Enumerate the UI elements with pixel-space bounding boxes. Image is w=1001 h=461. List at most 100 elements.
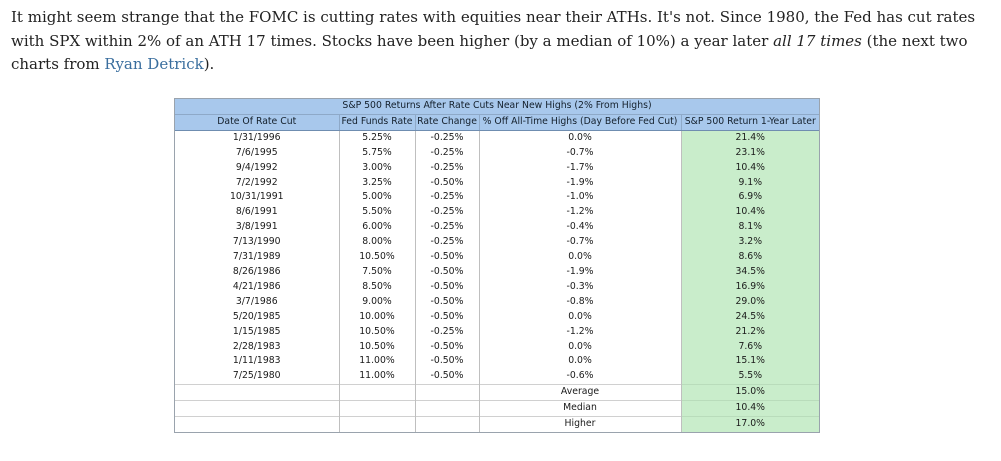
cell-rate-change: -0.50% bbox=[415, 354, 480, 370]
empty-cell bbox=[339, 384, 416, 401]
cell-rate-change: -0.25% bbox=[415, 324, 480, 340]
cell-pct-off-ath: 0.0% bbox=[479, 354, 682, 370]
cell-return: 23.1% bbox=[681, 145, 820, 161]
cell-return: 29.0% bbox=[681, 294, 820, 310]
cell-pct-off-ath: -0.7% bbox=[479, 235, 682, 251]
intro-text-2: (the next two charts from bbox=[11, 31, 968, 74]
cell-rate-change: -0.50% bbox=[415, 250, 480, 265]
cell-date: 7/13/1990 bbox=[175, 235, 340, 251]
empty-cell bbox=[415, 400, 480, 417]
table-row: 1/15/1985 10.50% -0.25% -1.2% 21.2% bbox=[175, 324, 820, 340]
cell-date: 1/31/1996 bbox=[175, 130, 340, 146]
cell-rate-change: -0.50% bbox=[415, 175, 480, 191]
cell-return: 15.1% bbox=[681, 354, 820, 370]
table-row: 2/28/1983 10.50% -0.50% 0.0% 7.6% bbox=[175, 339, 820, 355]
summary-average-row: Average 15.0% bbox=[175, 384, 820, 401]
cell-rate-change: -0.50% bbox=[415, 264, 480, 280]
cell-date: 2/28/1983 bbox=[175, 339, 340, 355]
empty-cell bbox=[175, 400, 340, 417]
table-row: 8/6/1991 5.50% -0.25% -1.2% 10.4% bbox=[175, 205, 820, 221]
cell-pct-off-ath: -1.9% bbox=[479, 175, 682, 191]
intro-paragraph: It might seem strange that the FOMC is c… bbox=[11, 6, 996, 77]
cell-date: 3/7/1986 bbox=[175, 294, 340, 310]
header-pct-off-ath: % Off All-Time Highs (Day Before Fed Cut… bbox=[479, 114, 682, 131]
cell-pct-off-ath: -1.2% bbox=[479, 205, 682, 221]
cell-date: 8/26/1986 bbox=[175, 264, 340, 280]
intro-text-3: ). bbox=[203, 55, 215, 73]
table-row: 1/11/1983 11.00% -0.50% 0.0% 15.1% bbox=[175, 354, 820, 370]
cell-fed-funds-rate: 8.50% bbox=[339, 279, 416, 295]
empty-cell bbox=[339, 416, 416, 432]
cell-pct-off-ath: -1.0% bbox=[479, 190, 682, 206]
table-row: 3/7/1986 9.00% -0.50% -0.8% 29.0% bbox=[175, 294, 820, 310]
table-title: S&P 500 Returns After Rate Cuts Near New… bbox=[175, 99, 820, 115]
cell-pct-off-ath: 0.0% bbox=[479, 250, 682, 265]
cell-pct-off-ath: -1.2% bbox=[479, 324, 682, 340]
header-sp500-return: S&P 500 Return 1-Year Later bbox=[681, 114, 820, 131]
cell-date: 1/11/1983 bbox=[175, 354, 340, 370]
summary-value: 15.0% bbox=[681, 384, 820, 401]
cell-return: 6.9% bbox=[681, 190, 820, 206]
cell-return: 16.9% bbox=[681, 279, 820, 295]
cell-return: 10.4% bbox=[681, 205, 820, 221]
table-row: 7/13/1990 8.00% -0.25% -0.7% 3.2% bbox=[175, 235, 820, 251]
cell-fed-funds-rate: 3.25% bbox=[339, 175, 416, 191]
cell-rate-change: -0.50% bbox=[415, 369, 480, 385]
summary-median-row: Median 10.4% bbox=[175, 400, 820, 417]
cell-return: 8.6% bbox=[681, 250, 820, 265]
cell-return: 8.1% bbox=[681, 220, 820, 236]
table-row: 4/21/1986 8.50% -0.50% -0.3% 16.9% bbox=[175, 279, 820, 295]
table-row: 7/6/1995 5.75% -0.25% -0.7% 23.1% bbox=[175, 145, 820, 161]
ryan-detrick-link[interactable]: Ryan Detrick bbox=[104, 55, 204, 73]
cell-fed-funds-rate: 5.50% bbox=[339, 205, 416, 221]
cell-pct-off-ath: -0.4% bbox=[479, 220, 682, 236]
cell-fed-funds-rate: 9.00% bbox=[339, 294, 416, 310]
cell-fed-funds-rate: 6.00% bbox=[339, 220, 416, 236]
cell-date: 5/20/1985 bbox=[175, 309, 340, 325]
cell-rate-change: -0.25% bbox=[415, 220, 480, 236]
cell-return: 24.5% bbox=[681, 309, 820, 325]
cell-date: 1/15/1985 bbox=[175, 324, 340, 340]
cell-return: 34.5% bbox=[681, 264, 820, 280]
intro-text-1: It might seem strange that the FOMC is c… bbox=[11, 8, 976, 50]
cell-date: 4/21/1986 bbox=[175, 279, 340, 295]
cell-fed-funds-rate: 5.00% bbox=[339, 190, 416, 206]
cell-rate-change: -0.25% bbox=[415, 190, 480, 206]
table-row: 1/31/1996 5.25% -0.25% 0.0% 21.4% bbox=[175, 130, 820, 146]
cell-pct-off-ath: -1.7% bbox=[479, 160, 682, 176]
cell-rate-change: -0.50% bbox=[415, 339, 480, 355]
cell-date: 7/25/1980 bbox=[175, 369, 340, 385]
cell-date: 7/31/1989 bbox=[175, 250, 340, 265]
cell-rate-change: -0.50% bbox=[415, 294, 480, 310]
cell-date: 7/6/1995 bbox=[175, 145, 340, 161]
rate-cut-returns-table: S&P 500 Returns After Rate Cuts Near New… bbox=[175, 99, 820, 432]
table-row: 10/31/1991 5.00% -0.25% -1.0% 6.9% bbox=[175, 190, 820, 206]
table-row: 8/26/1986 7.50% -0.50% -1.9% 34.5% bbox=[175, 264, 820, 280]
cell-fed-funds-rate: 10.50% bbox=[339, 339, 416, 355]
summary-label: Average bbox=[479, 384, 682, 401]
header-fed-funds-rate: Fed Funds Rate bbox=[339, 114, 416, 131]
cell-pct-off-ath: -0.6% bbox=[479, 369, 682, 385]
cell-fed-funds-rate: 11.00% bbox=[339, 354, 416, 370]
cell-pct-off-ath: -0.8% bbox=[479, 294, 682, 310]
cell-rate-change: -0.50% bbox=[415, 279, 480, 295]
empty-cell bbox=[175, 384, 340, 401]
cell-pct-off-ath: 0.0% bbox=[479, 130, 682, 146]
cell-return: 21.4% bbox=[681, 130, 820, 146]
cell-rate-change: -0.25% bbox=[415, 235, 480, 251]
table-row: 7/2/1992 3.25% -0.50% -1.9% 9.1% bbox=[175, 175, 820, 191]
cell-date: 9/4/1992 bbox=[175, 160, 340, 176]
cell-fed-funds-rate: 7.50% bbox=[339, 264, 416, 280]
cell-return: 7.6% bbox=[681, 339, 820, 355]
header-date: Date Of Rate Cut bbox=[175, 114, 340, 131]
cell-return: 21.2% bbox=[681, 324, 820, 340]
cell-rate-change: -0.25% bbox=[415, 145, 480, 161]
header-rate-change: Rate Change bbox=[415, 114, 480, 131]
cell-date: 10/31/1991 bbox=[175, 190, 340, 206]
summary-value: 17.0% bbox=[681, 416, 820, 432]
cell-fed-funds-rate: 10.00% bbox=[339, 309, 416, 325]
cell-fed-funds-rate: 10.50% bbox=[339, 324, 416, 340]
intro-emphasis: all 17 times bbox=[773, 31, 862, 50]
cell-pct-off-ath: -0.7% bbox=[479, 145, 682, 161]
table-row: 5/20/1985 10.00% -0.50% 0.0% 24.5% bbox=[175, 309, 820, 325]
